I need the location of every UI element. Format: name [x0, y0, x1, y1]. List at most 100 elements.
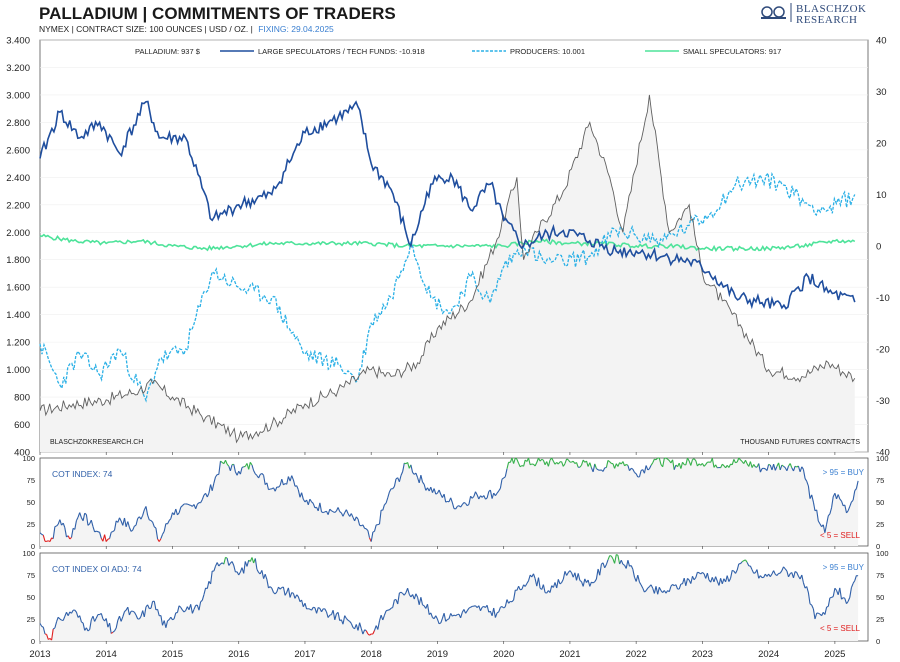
cot-segment	[355, 516, 359, 520]
cot-segment	[783, 566, 786, 570]
cot-segment	[547, 460, 551, 467]
cot-segment	[609, 461, 612, 464]
cot-segment	[415, 472, 419, 478]
cot-segment	[400, 591, 404, 594]
cot-segment	[188, 504, 191, 506]
cot-segment	[466, 503, 470, 507]
cot-segment	[829, 596, 832, 599]
cot-segment	[321, 511, 324, 514]
cot-segment	[261, 473, 265, 476]
cot-segment	[695, 572, 698, 578]
cot-segment	[57, 616, 61, 620]
cot-segment	[562, 571, 566, 580]
cot-segment	[693, 577, 697, 581]
cot-segment	[389, 607, 392, 611]
cot-segment	[542, 584, 546, 593]
cot-segment	[634, 471, 637, 475]
cot-segment	[384, 502, 387, 506]
cot-tick-right: 75	[876, 571, 884, 580]
cot-segment	[695, 460, 698, 467]
cot-segment	[105, 618, 109, 628]
cot-segment	[789, 463, 793, 468]
cot-segment	[821, 612, 824, 616]
cot-segment	[592, 581, 596, 584]
cot-segment	[743, 559, 746, 562]
cot-segment	[468, 606, 471, 609]
cot-segment	[337, 507, 341, 512]
cot-segment	[84, 512, 87, 516]
cot-segment	[359, 622, 362, 629]
x-year-label: 2024	[758, 649, 779, 660]
cot-segment	[647, 468, 650, 471]
cot-segment	[113, 520, 117, 531]
cot-segment	[345, 509, 349, 514]
cot-segment	[728, 463, 732, 468]
cot-segment	[579, 464, 582, 468]
cot-segment	[713, 576, 717, 583]
cot-segment	[753, 464, 756, 468]
cot-segment	[292, 479, 296, 487]
cot-segment	[483, 495, 486, 500]
cot-segment	[62, 522, 66, 528]
cot-segment	[180, 505, 183, 508]
cot-segment	[256, 568, 260, 573]
cot-segment	[211, 482, 215, 491]
cot-segment	[354, 516, 357, 522]
cot-segment	[478, 605, 482, 611]
cot-segment	[158, 538, 162, 542]
left-tick-label: 2.400	[6, 173, 30, 184]
cot-segment	[266, 579, 270, 589]
cot-segment	[325, 611, 329, 618]
cot-segment	[418, 474, 422, 484]
cot-segment	[268, 586, 271, 589]
cot-segment	[142, 509, 145, 516]
cot-segment	[117, 517, 121, 523]
cot-segment	[190, 604, 193, 614]
cot-segment	[345, 618, 349, 621]
cot-segment	[433, 488, 437, 495]
cot-segment	[463, 609, 467, 614]
cot-segment	[589, 462, 592, 468]
cot-segment	[675, 584, 679, 590]
cot-segment	[494, 492, 498, 497]
cot-segment	[385, 609, 388, 612]
cot-segment	[604, 564, 607, 569]
cot-segment	[542, 460, 546, 465]
cot-segment	[39, 532, 43, 535]
cot-segment	[334, 510, 337, 513]
cot-segment	[397, 592, 400, 605]
cot-segment	[56, 523, 59, 527]
cot-segment	[506, 462, 510, 469]
cot-segment	[740, 459, 743, 462]
cot-segment	[344, 615, 347, 619]
cot-tick-left: 0	[31, 542, 35, 551]
cot-segment	[133, 611, 137, 616]
cot-index-oi-ticks: 0 0 25 25 50 50 75 75 100 100	[22, 549, 888, 646]
cot-segment	[220, 562, 223, 565]
cot-segment	[387, 491, 390, 498]
cot-segment	[160, 534, 164, 539]
cot-segment	[549, 585, 553, 593]
cot-segment	[826, 515, 829, 525]
cot-segment	[460, 504, 463, 508]
cot-segment	[149, 519, 152, 522]
cot-segment	[392, 599, 395, 608]
cot-segment	[614, 463, 617, 469]
cot-segment	[165, 620, 169, 628]
bull-bear-logo-icon	[761, 3, 792, 22]
cot-segment	[627, 465, 631, 471]
cot-segment	[370, 531, 374, 542]
cot-segment	[435, 615, 438, 620]
cot-segment	[89, 619, 92, 630]
cot-segment	[736, 563, 740, 571]
cot-segment	[201, 594, 205, 601]
cot-segment	[415, 593, 419, 598]
left-tick-label: 1.400	[6, 310, 30, 321]
cot-segment	[200, 599, 203, 603]
cot-segment	[595, 568, 599, 580]
cot-segment	[753, 572, 756, 574]
cot-segment	[503, 606, 506, 609]
cot-segment	[193, 605, 197, 610]
cot-segment	[526, 580, 529, 584]
cot-segment	[94, 617, 97, 622]
